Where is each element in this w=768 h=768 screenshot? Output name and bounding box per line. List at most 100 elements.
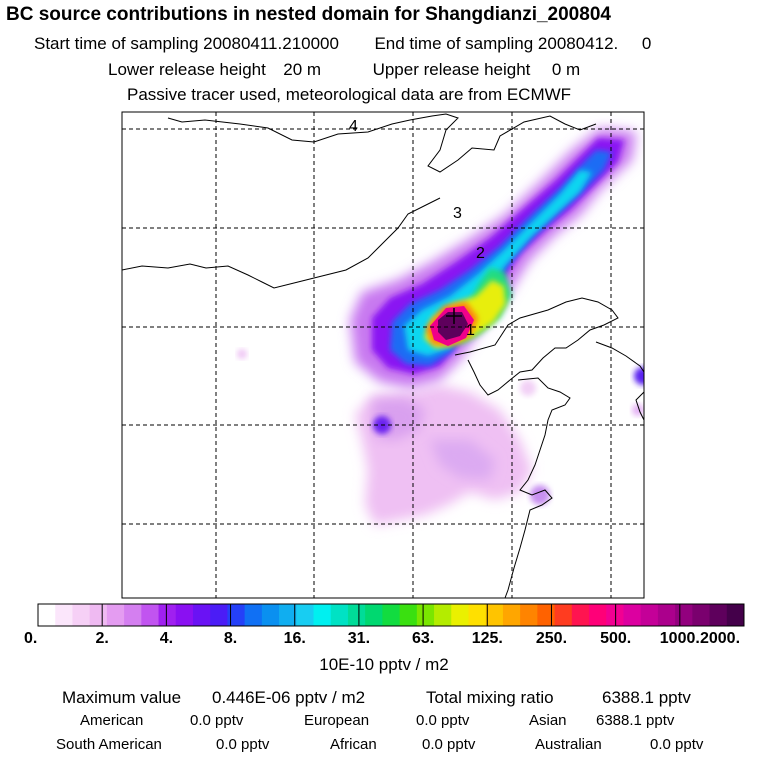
colorbar-swatch — [416, 604, 435, 626]
colorbar-swatch — [520, 604, 538, 626]
region-value: 0.0 pptv — [650, 736, 704, 753]
colorbar-swatch — [468, 604, 487, 626]
upper-release-label: Upper release height — [372, 60, 531, 79]
region-name: African — [330, 736, 377, 753]
colorbar — [37, 603, 745, 627]
colorbar-swatch — [313, 604, 332, 626]
east-coast — [454, 297, 619, 396]
colorbar-tick-label: 2. — [96, 630, 109, 647]
colorbar-tick-label: 500. — [600, 630, 631, 647]
colorbar-swatch — [192, 604, 211, 626]
colorbar-swatch — [537, 604, 556, 626]
plume-field — [122, 112, 644, 598]
colorbar-tick-label: 31. — [348, 630, 370, 647]
colorbar-swatch — [709, 604, 728, 626]
colorbar-swatch — [89, 604, 108, 626]
page-title: BC source contributions in nested domain… — [6, 4, 611, 25]
colorbar-swatch — [244, 604, 263, 626]
plume-east-spot — [634, 367, 644, 385]
region-name: South American — [56, 736, 162, 753]
tracer-note: Passive tracer used, meteorological data… — [127, 85, 572, 104]
map-marker-2: 2 — [476, 245, 485, 262]
lower-release-label: Lower release height — [108, 60, 266, 79]
colorbar-swatch — [692, 604, 711, 626]
colorbar-swatch — [124, 604, 142, 626]
colorbar-swatch — [158, 604, 177, 626]
max-value: 0.446E-06 pptv / m2 — [212, 688, 365, 707]
start-time-label: Start time of sampling — [34, 34, 199, 53]
colorbar-swatch — [726, 604, 745, 626]
colorbar-swatch — [347, 604, 366, 626]
colorbar-tick-label: 63. — [412, 630, 434, 647]
colorbar-swatch — [434, 604, 452, 626]
colorbar-swatch — [330, 604, 349, 626]
region-value: 0.0 pptv — [216, 736, 270, 753]
colorbar-tick-label: 250. — [536, 630, 567, 647]
upper-release-value: 0 m — [551, 60, 581, 79]
colorbar-swatch — [485, 604, 504, 626]
region-value: 0.0 pptv — [422, 736, 476, 753]
colorbar-swatch — [38, 604, 56, 626]
lower-release-value: 20 m — [283, 60, 322, 79]
region-name: Australian — [535, 736, 602, 753]
colorbar-tick-label: 2000. — [700, 630, 740, 647]
region-value: 6388.1 pptv — [596, 712, 675, 729]
colorbar-swatch — [589, 604, 607, 626]
sampling-line: Start time of sampling 20080411.210000 E… — [34, 34, 651, 54]
region-value: 0.0 pptv — [190, 712, 244, 729]
northern-border — [167, 113, 597, 173]
colorbar-swatch — [451, 604, 469, 626]
colorbar-tick-label: 8. — [224, 630, 237, 647]
colorbar-frame — [37, 603, 745, 627]
station-marker — [446, 308, 462, 324]
colorbar-swatch — [554, 604, 573, 626]
colorbar-tick-label: 1000. — [660, 630, 700, 647]
region-name: Asian — [529, 712, 567, 729]
colorbar-swatch — [640, 604, 659, 626]
colorbar-swatch — [210, 604, 228, 626]
colorbar-unit: 10E-10 pptv / m2 — [319, 655, 448, 674]
korea-coast — [595, 341, 644, 421]
start-time-value: 20080411.210000 — [203, 34, 339, 53]
end-time-label: End time of sampling — [374, 34, 534, 53]
colorbar-swatch — [502, 604, 521, 626]
map-marker-1: 1 — [466, 322, 475, 339]
colorbar-swatch — [72, 604, 91, 626]
colorbar-swatch — [279, 604, 297, 626]
inner-mongolia-border — [122, 197, 441, 289]
region-name: American — [80, 712, 143, 729]
colorbar-tick-label: 16. — [284, 630, 306, 647]
colorbar-swatch — [382, 604, 401, 626]
colorbar-tick-label: 125. — [472, 630, 503, 647]
colorbar-swatch — [227, 604, 246, 626]
colorbar-swatch — [571, 604, 590, 626]
total-mixing-label: Total mixing ratio — [426, 688, 554, 707]
plume-core — [438, 312, 468, 340]
colorbar-swatch — [675, 604, 693, 626]
release-line: Lower release height 20 m Upper release … — [108, 60, 580, 80]
plume-sea-spot2 — [520, 380, 536, 396]
plume-west-spot — [237, 349, 247, 359]
max-value-label: Maximum value — [62, 688, 181, 707]
colorbar-swatch — [175, 604, 194, 626]
colorbar-swatch — [657, 604, 676, 626]
colorbar-swatch — [55, 604, 73, 626]
colorbar-ticks: 0. 2. 4. 8. 16. 31. 63. 125. 250. 500. 1000. 2000. — [24, 604, 740, 647]
colorbar-swatch — [623, 604, 642, 626]
colorbar-swatch — [106, 604, 125, 626]
south-coast — [504, 377, 571, 598]
coastlines — [122, 113, 644, 598]
colorbar-tick-label: 0. — [24, 630, 37, 647]
colorbar-swatch — [606, 604, 624, 626]
plume-south-mid2 — [430, 440, 495, 480]
region-value: 0.0 pptv — [416, 712, 470, 729]
colorbar-swatch — [261, 604, 280, 626]
map-grid — [122, 112, 644, 598]
region-name: European — [304, 712, 369, 729]
total-mixing-value: 6388.1 pptv — [602, 688, 691, 707]
colorbar-swatch — [296, 604, 315, 626]
map-marker-4: 4 — [349, 118, 358, 135]
colorbar-swatch — [365, 604, 383, 626]
colorbar-tick-label: 4. — [160, 630, 173, 647]
